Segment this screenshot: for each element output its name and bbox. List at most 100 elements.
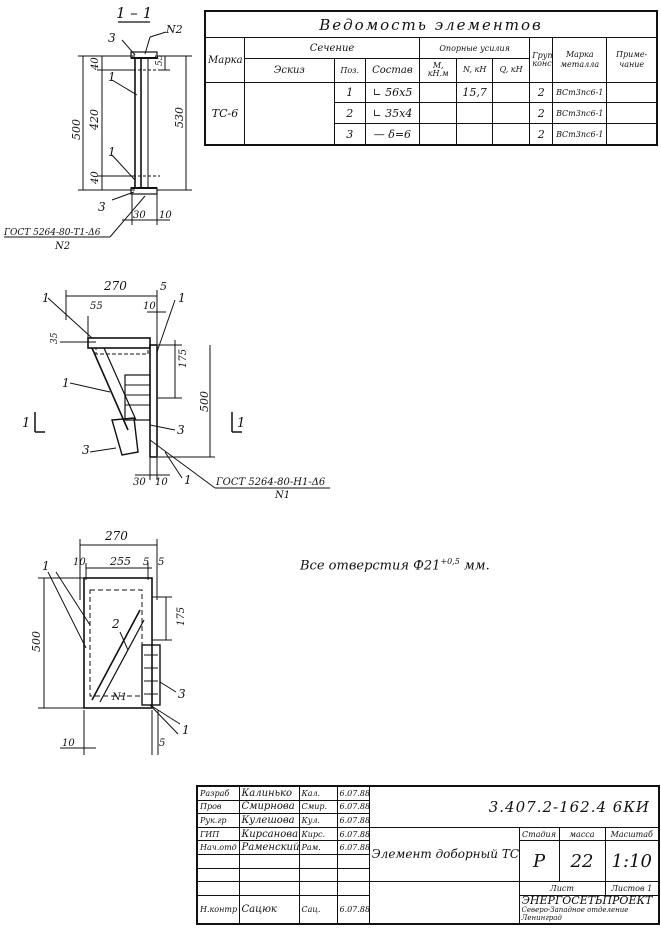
- row-n: 15,7: [456, 81, 493, 104]
- date: 6.07.88: [336, 813, 370, 828]
- role: [196, 853, 240, 869]
- weld-mark-2-label: N2: [165, 23, 183, 36]
- row-q: [491, 102, 531, 125]
- role: Рук.гр: [196, 813, 240, 828]
- row-note: [606, 81, 658, 104]
- date: 6.07.88: [336, 826, 370, 842]
- mass-value: 22: [558, 840, 606, 883]
- row-m: [418, 81, 458, 104]
- signature-row: Лист Листов 1: [196, 881, 660, 925]
- signature-row: Н.контр Сацюк Сац. 6.07.88 ЭНЕРГОСЕТЬПРО…: [196, 894, 660, 925]
- mass-label: масса: [558, 826, 606, 842]
- signature-row: Разраб Калинько Кал. 6.07.88 3.407.2-162…: [196, 785, 660, 828]
- dim-label: 10: [155, 477, 168, 488]
- dim-label: 530: [173, 107, 186, 128]
- col-m: М, кН.м: [418, 58, 458, 83]
- signature-row: Пров Смирнова Смир. 6.07.88: [196, 799, 659, 815]
- row-q: [491, 123, 531, 146]
- pos-label: 1: [182, 723, 190, 737]
- row-group: 2: [529, 123, 554, 146]
- row-sostav: ∟ 56х5: [364, 81, 420, 104]
- person-name: [238, 853, 300, 869]
- signature: [298, 881, 338, 896]
- pos-label: 1: [62, 376, 70, 390]
- person-name: [238, 881, 300, 896]
- section-marker-right: 1: [237, 416, 245, 431]
- row-metal: ВСт3пс6-1: [552, 81, 608, 104]
- person-name: Смирнова: [238, 799, 300, 815]
- gost-weld-label: ГОСТ 5264-80-Т1-Δ6: [3, 228, 101, 238]
- person-name: Кулешова: [238, 813, 300, 828]
- row-sostav: — δ=6: [364, 123, 420, 146]
- signature: Смир.: [298, 799, 338, 815]
- dim-label: 10: [62, 738, 75, 749]
- pos-label: 1: [108, 70, 116, 84]
- role: Пров: [196, 799, 240, 815]
- col-sostav: Состав: [364, 58, 420, 83]
- scale-value: 1:10: [604, 840, 660, 883]
- plan-view-upper: [34, 290, 330, 489]
- date: 6.07.88: [336, 894, 370, 925]
- holes-note-tolerance: +0,5: [440, 557, 460, 566]
- signature: Рам.: [298, 840, 338, 855]
- section-1-1-view: [4, 21, 192, 238]
- pos-label: 3: [108, 31, 116, 45]
- dim-label: 5: [143, 557, 149, 568]
- col-pos: Поз.: [333, 58, 366, 83]
- dim-label: 35: [50, 332, 60, 344]
- dim-label: 255: [109, 555, 131, 568]
- col-n: N, кН: [456, 58, 493, 83]
- dim-label: 500: [198, 391, 211, 412]
- col-q: Q, кН: [491, 58, 531, 83]
- person-name: Раменский: [238, 840, 300, 855]
- dim-label: 5: [158, 557, 164, 568]
- role: [196, 881, 240, 896]
- sheet-label: Лист: [518, 881, 606, 896]
- document-number: 3.407.2-162.4 6КИ: [368, 785, 660, 828]
- signature: [298, 853, 338, 869]
- col-group: Группа констр.: [529, 37, 554, 83]
- section-title: 1 – 1: [116, 4, 152, 22]
- pos-label: 3: [82, 443, 90, 457]
- org-name: ЭНЕРГОСЕТЬПРОЕКТ: [521, 895, 653, 908]
- row-note: [606, 123, 658, 146]
- dim-label: 40: [90, 57, 101, 71]
- sketch-cell: [244, 81, 335, 146]
- dim-label: 270: [103, 279, 127, 293]
- holes-note: Все отверстия Ф21+0,5 мм.: [300, 557, 490, 573]
- pos-label: 2: [111, 617, 120, 631]
- date: 6.07.88: [336, 840, 370, 855]
- weld-mark-label: N2: [54, 241, 70, 252]
- scale-label: Масштаб: [604, 826, 660, 842]
- col-note: Приме- чание: [606, 37, 658, 83]
- row-pos: 2: [333, 102, 366, 125]
- dim-label: 40: [90, 171, 101, 185]
- dim-label: 5: [159, 738, 165, 749]
- row-m: [418, 102, 458, 125]
- dim-label: 5: [160, 280, 167, 293]
- dim-label: 500: [70, 119, 83, 140]
- person-name: Сацюк: [238, 894, 300, 925]
- stage-label: Стадия: [518, 826, 560, 842]
- person-name: Калинько: [238, 785, 300, 801]
- row-metal: ВСт3пс6-1: [552, 102, 608, 125]
- mark-value: ТС-6: [204, 81, 246, 146]
- date: 6.07.88: [336, 785, 370, 801]
- row-pos: 1: [333, 81, 366, 104]
- pos-label: 1: [42, 291, 50, 305]
- row-group: 2: [529, 102, 554, 125]
- date: 6.07.88: [336, 799, 370, 815]
- row-q: [491, 81, 531, 104]
- dim-label: 55: [155, 54, 165, 66]
- gost-weld-label: ГОСТ 5264-80-Н1-Δ6: [215, 477, 326, 488]
- table-row: ТС-6 1 ∟ 56х5 15,7 2 ВСт3пс6-1: [204, 81, 658, 146]
- signature: Сац.: [298, 894, 338, 925]
- dim-label: 30: [133, 210, 146, 221]
- dim-label: 270: [104, 529, 128, 543]
- organization: ЭНЕРГОСЕТЬПРОЕКТ Северо-Западное отделени…: [518, 894, 660, 925]
- signature: Кал.: [298, 785, 338, 801]
- role: ГИП: [196, 826, 240, 842]
- elements-schedule-table: Ведомость элементов Марка Сечение Опорны…: [204, 10, 658, 146]
- col-forces: Опорные усилия: [418, 37, 531, 60]
- col-metal: Марка металла: [552, 37, 608, 83]
